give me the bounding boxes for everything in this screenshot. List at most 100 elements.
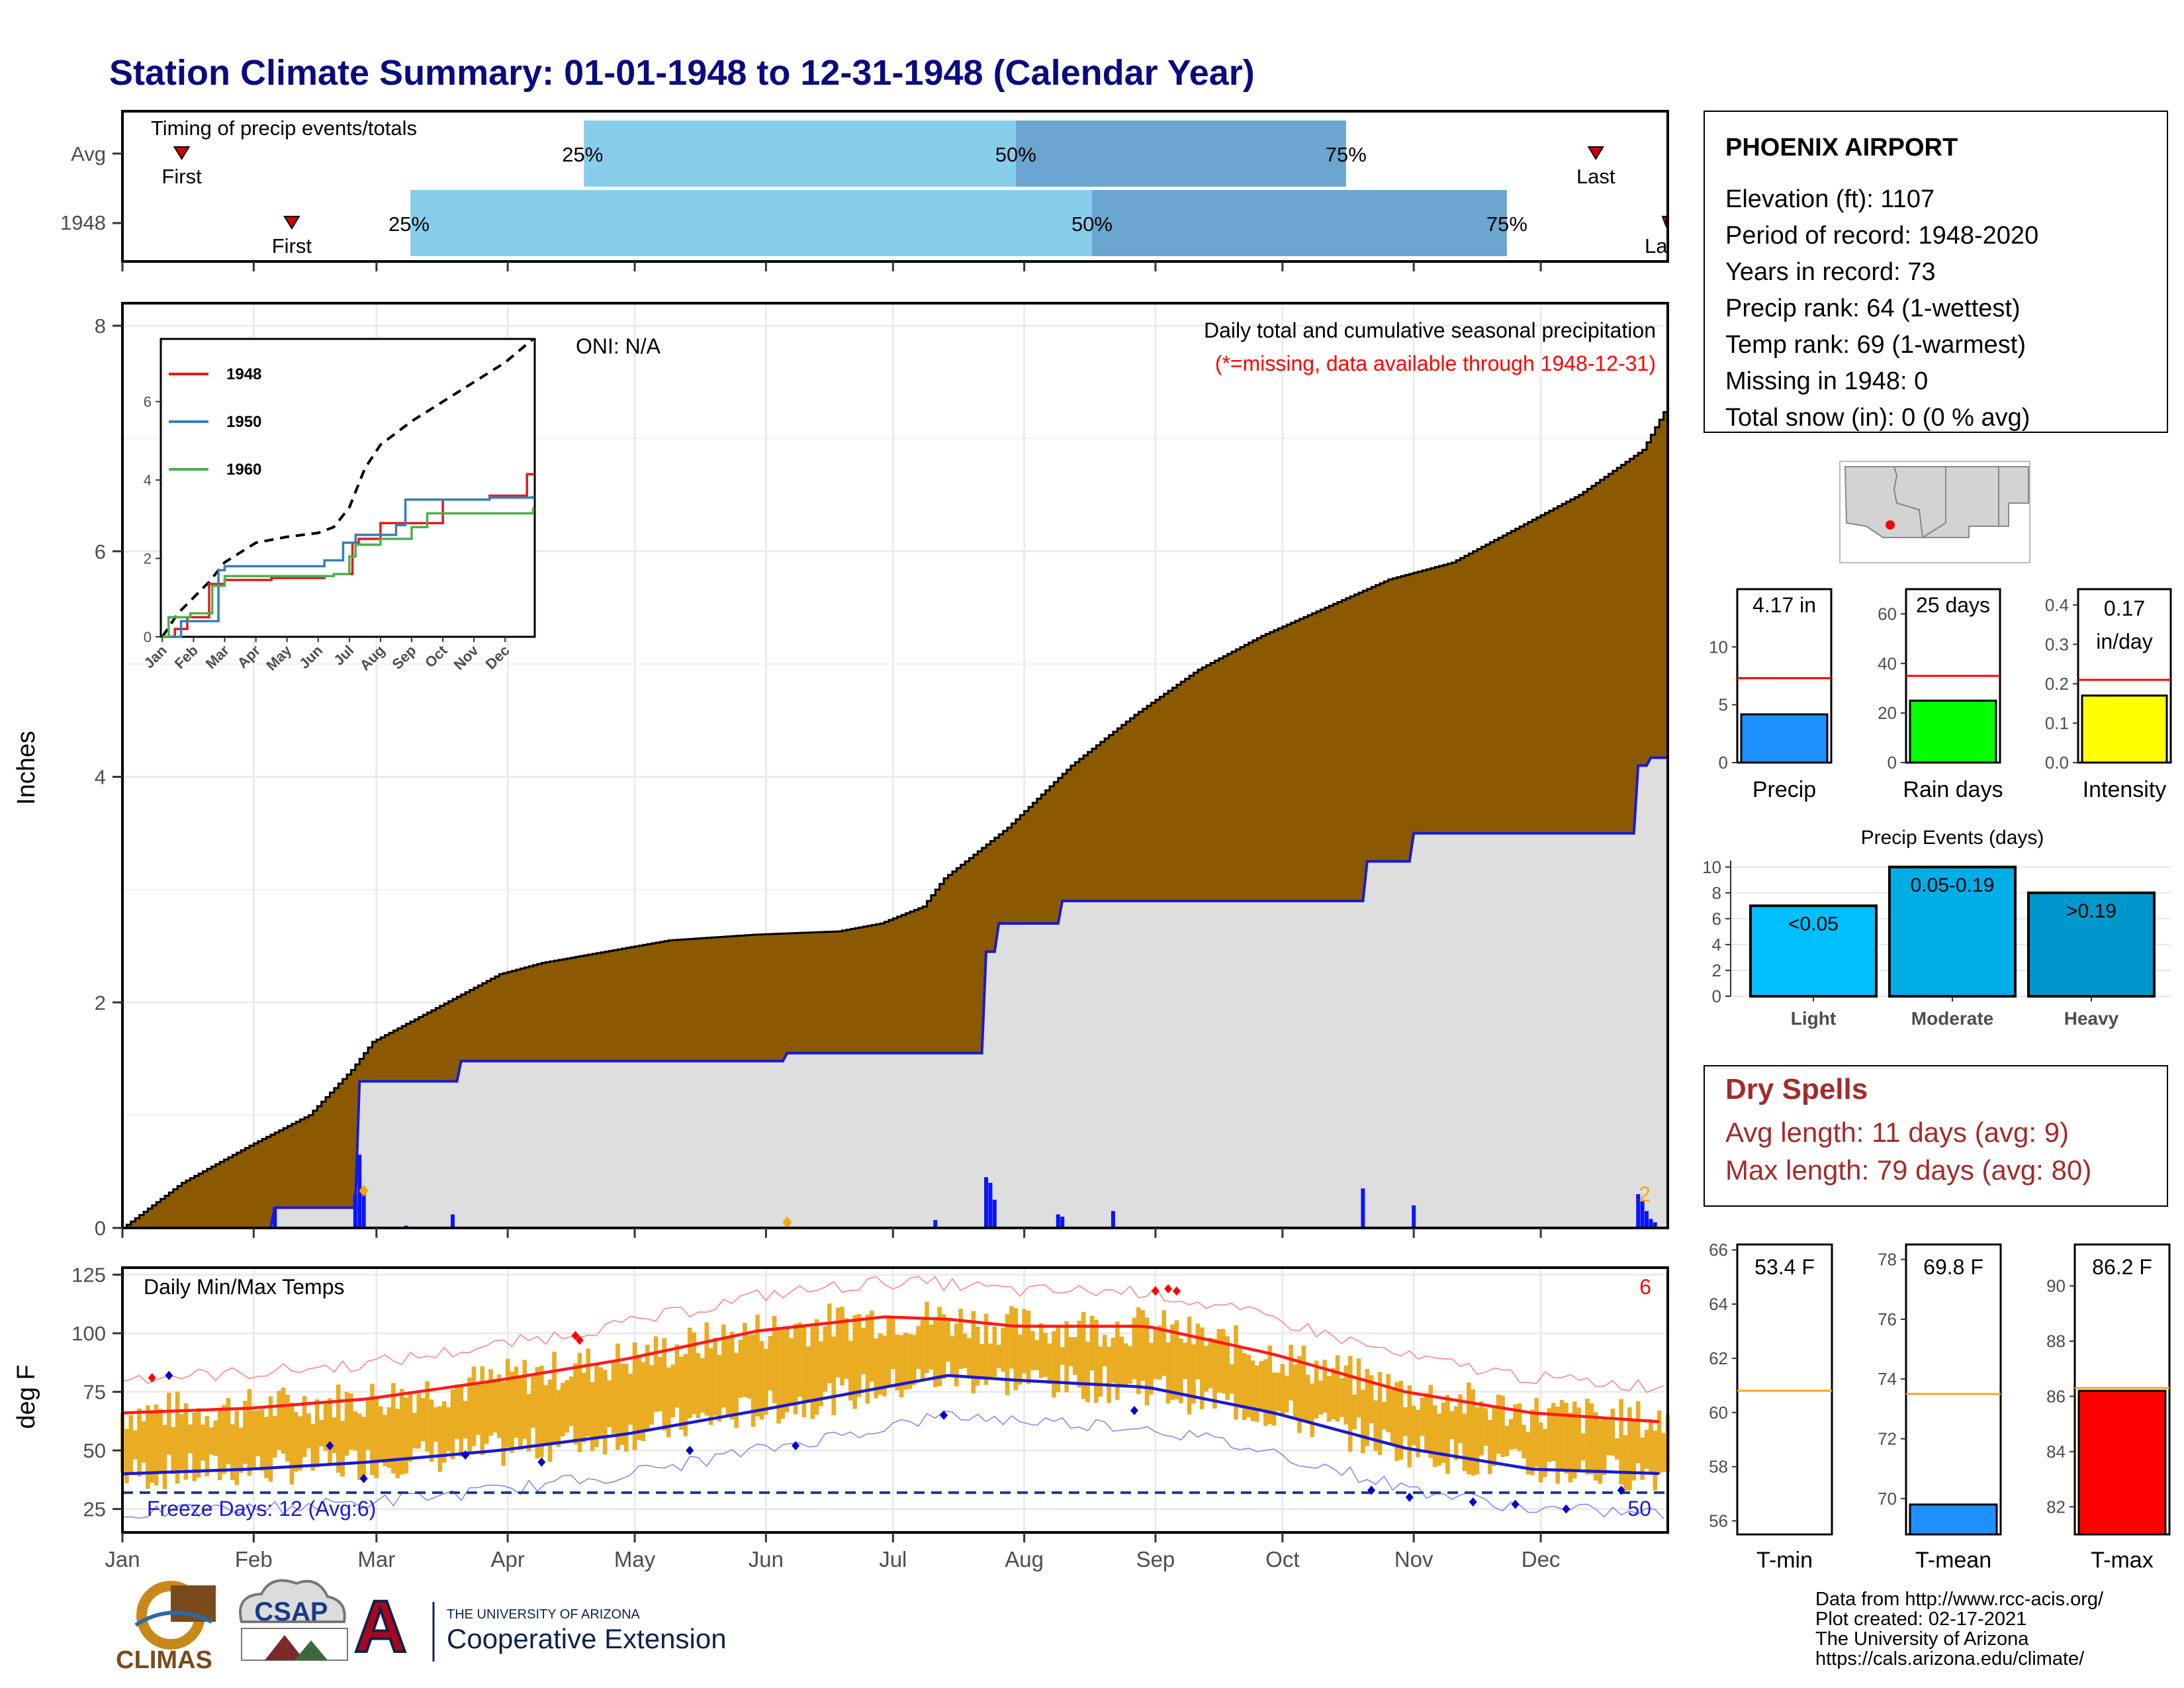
mini-temp-label: T-mean: [1915, 1548, 1991, 1573]
precip-events-bar-label: >0.19: [2066, 900, 2116, 922]
daily-temp-bar: [772, 1315, 777, 1403]
record-low-marker: [537, 1457, 546, 1467]
daily-temp-bar: [916, 1326, 921, 1370]
precip-events-y-label: 0: [1712, 986, 1721, 1006]
daily-temp-bar: [1340, 1378, 1344, 1417]
daily-precip-bar: [1056, 1214, 1060, 1228]
daily-temp-bar: [1416, 1410, 1420, 1458]
daily-temp-bar: [497, 1374, 502, 1438]
precip-events-bar-label: <0.05: [1788, 913, 1839, 935]
daily-temp-bar: [1187, 1316, 1192, 1415]
daily-temp-bar: [1420, 1397, 1425, 1436]
daily-temp-bar: [1610, 1408, 1615, 1456]
daily-temp-bar: [721, 1324, 726, 1408]
daily-temp-bar: [874, 1338, 879, 1399]
daily-temp-bar: [484, 1382, 489, 1444]
page-title: Station Climate Summary: 01-01-1948 to 1…: [109, 53, 1255, 93]
daily-temp-bar: [543, 1385, 549, 1444]
daily-temp-bar: [958, 1309, 963, 1370]
daily-temp-bar: [1513, 1404, 1518, 1449]
daily-temp-bar: [1305, 1374, 1310, 1423]
daily-temp-bar: [539, 1366, 544, 1458]
station-missing: Missing in 1948: 0: [1725, 367, 1928, 395]
daily-temp-bar: [1322, 1360, 1328, 1413]
daily-temp-bar: [891, 1316, 895, 1370]
daily-temp-bar: [1580, 1433, 1586, 1461]
mini-precip-y-label: 10: [1709, 637, 1728, 657]
daily-temp-bar: [882, 1335, 887, 1397]
inset-series-1950: [162, 495, 535, 638]
daily-temp-bar: [1509, 1419, 1514, 1450]
daily-temp-bar: [289, 1402, 295, 1485]
daily-temp-bar: [217, 1410, 222, 1481]
daily-temp-bar: [810, 1327, 815, 1419]
daily-temp-bar: [391, 1383, 396, 1474]
daily-temp-bar: [819, 1341, 823, 1407]
freeze-days-label: Freeze Days: 12 (Avg:6): [147, 1497, 376, 1521]
mini-precip-y-label: 5: [1719, 695, 1728, 715]
mini-temp-y-label: 74: [1878, 1369, 1897, 1389]
daily-temp-bar: [1140, 1310, 1146, 1381]
daily-temp-bar: [1568, 1413, 1573, 1483]
daily-temp-bar: [514, 1366, 519, 1438]
precip-events-bar: [1749, 904, 1878, 998]
daily-temp-bar: [1111, 1337, 1116, 1383]
daily-temp-bar: [277, 1391, 281, 1450]
daily-temp-bar: [1492, 1406, 1497, 1466]
daily-temp-bar: [1564, 1402, 1569, 1474]
daily-temp-bar: [823, 1326, 828, 1392]
daily-temp-bar: [1369, 1375, 1374, 1424]
mini-precip-y-label: 0.0: [2045, 753, 2069, 773]
daily-temp-bar: [243, 1401, 248, 1464]
daily-temp-bar: [1077, 1320, 1082, 1387]
daily-temp-bar: [911, 1335, 917, 1385]
daily-temp-bar: [344, 1391, 349, 1456]
footer-credits: Data from http://www.rcc-acis.org/ Plot …: [1815, 1589, 2104, 1669]
daily-temp-bar: [1094, 1319, 1099, 1403]
inset-avg-cumulative-line: [161, 338, 534, 638]
daily-temp-bar: [141, 1421, 146, 1463]
daily-temp-bar: [569, 1376, 574, 1426]
oni-label: ONI: N/A: [576, 334, 661, 358]
daily-temp-bar: [1522, 1425, 1526, 1458]
daily-temp-bar: [925, 1301, 929, 1373]
daily-temp-bar: [416, 1393, 422, 1449]
dry-spells-max: Max length: 79 days (avg: 80): [1725, 1154, 2091, 1186]
daily-temp-bar: [1504, 1425, 1510, 1456]
daily-temp-bar: [429, 1399, 434, 1462]
inset-series-1960: [162, 507, 535, 638]
mini-precip-y-label: 0.3: [2045, 634, 2069, 654]
daily-temp-bar: [1255, 1365, 1259, 1423]
mini-temp-y-label: 84: [2046, 1442, 2066, 1462]
daily-temp-bar: [1017, 1335, 1023, 1385]
daily-temp-bar: [273, 1415, 277, 1458]
daily-temp-bar: [365, 1397, 371, 1450]
daily-temp-bar: [268, 1396, 273, 1482]
daily-temp-bar: [1538, 1422, 1543, 1483]
daily-temp-bar: [162, 1425, 167, 1489]
daily-temp-bar: [1144, 1317, 1150, 1406]
daily-temp-bar: [962, 1333, 968, 1368]
daily-temp-bar: [488, 1369, 493, 1436]
daily-temp-bar: [683, 1354, 688, 1436]
last-event-label: La: [1645, 234, 1668, 258]
daily-temp-bar: [1153, 1328, 1158, 1380]
daily-temp-bar: [776, 1327, 781, 1424]
daily-temp-bar: [328, 1398, 332, 1466]
precip-events-y-label: 6: [1712, 909, 1721, 929]
daily-temp-bar: [1034, 1340, 1040, 1370]
daily-temp-bar: [1382, 1401, 1387, 1430]
precip-events-y-label: 4: [1712, 935, 1721, 955]
record-low-marker: [686, 1446, 694, 1456]
daily-temp-bar: [1432, 1405, 1437, 1468]
precip-y-tick-label: 8: [95, 314, 106, 338]
mini-temp-bar: [2077, 1389, 2167, 1536]
climas-logo-text: CLIMAS: [116, 1646, 212, 1674]
precip-events-bar: [2027, 891, 2156, 998]
daily-temp-bar: [1158, 1325, 1162, 1380]
ua-logo: A THE UNIVERSITY OF ARIZONA Cooperative …: [353, 1585, 726, 1669]
daily-temp-bar: [933, 1320, 938, 1387]
daily-temp-bar: [717, 1354, 722, 1422]
